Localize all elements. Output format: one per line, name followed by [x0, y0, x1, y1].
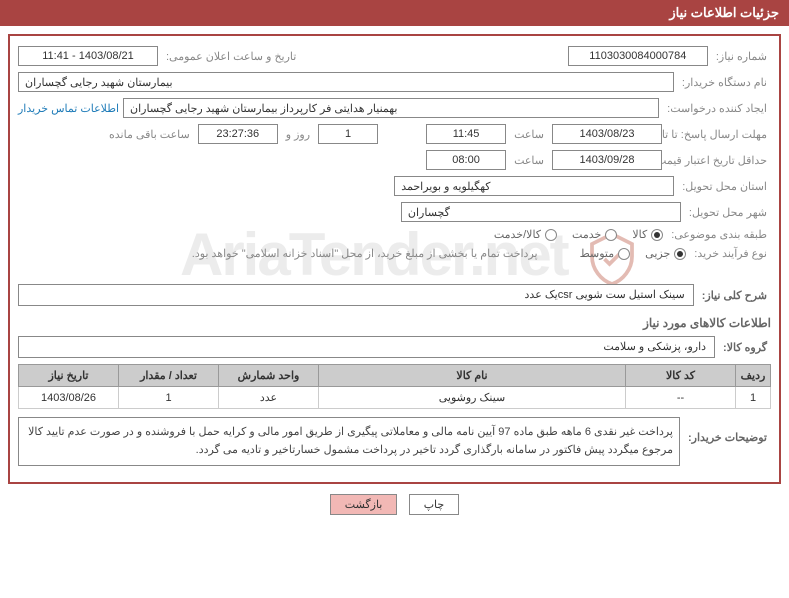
th-name: نام کالا — [319, 365, 626, 387]
field-valid-time: 08:00 — [426, 150, 506, 170]
label-hour-1: ساعت — [510, 128, 548, 141]
field-province: کهگیلویه و بویراحمد — [394, 176, 674, 196]
th-row: ردیف — [736, 365, 771, 387]
th-date: تاریخ نیاز — [19, 365, 119, 387]
td-row: 1 — [736, 387, 771, 409]
field-need-desc: سینک استیل ست شویی csrیک عدد — [18, 284, 694, 306]
purchase-type-radios: جزیی متوسط — [580, 247, 687, 260]
td-code: -- — [626, 387, 736, 409]
payment-note: پرداخت تمام یا بخشی از مبلغ خرید، از محل… — [188, 247, 542, 260]
goods-table: ردیف کد کالا نام کالا واحد شمارش تعداد /… — [18, 364, 771, 409]
field-resp-days: 1 — [318, 124, 378, 144]
radio-medium[interactable]: متوسط — [580, 247, 631, 260]
label-requester: ایجاد کننده درخواست: — [663, 102, 771, 115]
main-form: شماره نیاز: 1103030084000784 تاریخ و ساع… — [8, 34, 781, 484]
panel-title: جزئیات اطلاعات نیاز — [669, 5, 779, 20]
field-buyer-org: بیمارستان شهید رجایی گچساران — [18, 72, 674, 92]
radio-both[interactable]: کالا/خدمت — [494, 228, 557, 241]
th-qty: تعداد / مقدار — [119, 365, 219, 387]
label-buyer-notes: توضیحات خریدار: — [684, 417, 771, 444]
label-need-desc: شرح کلی نیاز: — [698, 289, 771, 302]
label-response-deadline: مهلت ارسال پاسخ: تا تاریخ: — [666, 128, 771, 141]
th-code: کد کالا — [626, 365, 736, 387]
field-announce-datetime: 1403/08/21 - 11:41 — [18, 46, 158, 66]
radio-service[interactable]: خدمت — [572, 228, 617, 241]
field-city: گچساران — [401, 202, 681, 222]
radio-partial[interactable]: جزیی — [645, 247, 686, 260]
table-row: 1 -- سینک روشویی عدد 1 1403/08/26 — [19, 387, 771, 409]
contact-buyer-link[interactable]: اطلاعات تماس خریدار — [18, 102, 119, 115]
label-buyer-org: نام دستگاه خریدار: — [678, 76, 771, 89]
button-row: چاپ بازگشت — [0, 494, 789, 515]
label-days-and: روز و — [282, 128, 314, 141]
th-unit: واحد شمارش — [219, 365, 319, 387]
radio-icon — [605, 229, 617, 241]
field-valid-date: 1403/09/28 — [552, 150, 662, 170]
back-button[interactable]: بازگشت — [330, 494, 398, 515]
label-city: شهر محل تحویل: — [685, 206, 771, 219]
field-goods-group: دارو، پزشکی و سلامت — [18, 336, 715, 358]
radio-icon — [618, 248, 630, 260]
td-qty: 1 — [119, 387, 219, 409]
radio-icon — [674, 248, 686, 260]
label-announce-datetime: تاریخ و ساعت اعلان عمومی: — [162, 50, 300, 63]
td-date: 1403/08/26 — [19, 387, 119, 409]
radio-icon — [545, 229, 557, 241]
goods-info-title: اطلاعات کالاهای مورد نیاز — [18, 316, 771, 330]
print-button[interactable]: چاپ — [409, 494, 460, 515]
label-need-number: شماره نیاز: — [712, 50, 771, 63]
field-need-number: 1103030084000784 — [568, 46, 708, 66]
field-resp-date: 1403/08/23 — [552, 124, 662, 144]
td-name: سینک روشویی — [319, 387, 626, 409]
label-subject-class: طبقه بندی موضوعی: — [667, 228, 771, 241]
subject-class-radios: کالا خدمت کالا/خدمت — [494, 228, 663, 241]
label-purchase-type: نوع فرآیند خرید: — [690, 247, 771, 260]
buyer-notes-box: پرداخت غیر نقدی 6 ماهه طبق ماده 97 آیین … — [18, 417, 680, 466]
table-header-row: ردیف کد کالا نام کالا واحد شمارش تعداد /… — [19, 365, 771, 387]
field-resp-time: 11:45 — [426, 124, 506, 144]
radio-icon — [651, 229, 663, 241]
td-unit: عدد — [219, 387, 319, 409]
label-hour-2: ساعت — [510, 154, 548, 167]
field-requester: بهمنیار هدایتی فر کارپرداز بیمارستان شهی… — [123, 98, 659, 118]
label-goods-group: گروه کالا: — [719, 341, 771, 354]
panel-header: جزئیات اطلاعات نیاز — [0, 0, 789, 26]
radio-goods[interactable]: کالا — [632, 228, 663, 241]
label-validity-min: حداقل تاریخ اعتبار قیمت: تا تاریخ: — [666, 154, 771, 167]
label-province: استان محل تحویل: — [678, 180, 771, 193]
field-resp-remaining: 23:27:36 — [198, 124, 278, 144]
label-remaining: ساعت باقی مانده — [105, 128, 194, 141]
